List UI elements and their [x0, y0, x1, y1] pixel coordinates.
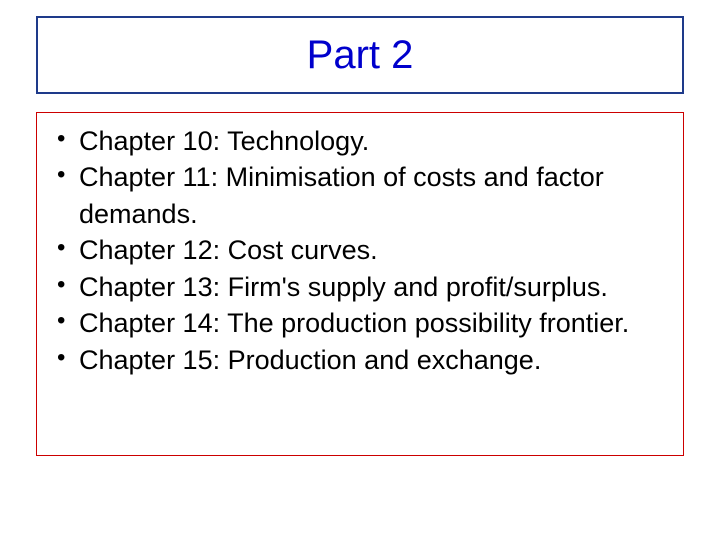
chapter-list: Chapter 10: Technology. Chapter 11: Mini… [51, 123, 669, 378]
list-item: Chapter 12: Cost curves. [51, 232, 669, 268]
list-item: Chapter 13: Firm's supply and profit/sur… [51, 269, 669, 305]
title-box: Part 2 [36, 16, 684, 94]
content-box: Chapter 10: Technology. Chapter 11: Mini… [36, 112, 684, 456]
slide-title: Part 2 [307, 33, 414, 78]
list-item: Chapter 14: The production possibility f… [51, 305, 669, 341]
list-item: Chapter 15: Production and exchange. [51, 342, 669, 378]
list-item: Chapter 10: Technology. [51, 123, 669, 159]
list-item: Chapter 11: Minimisation of costs and fa… [51, 159, 669, 232]
